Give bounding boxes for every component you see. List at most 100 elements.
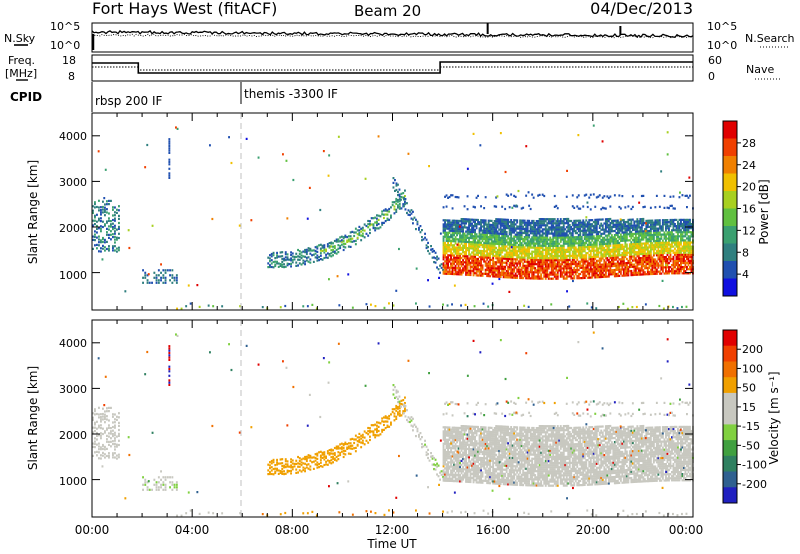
- heatmap-cell: [493, 224, 496, 227]
- heatmap-cell: [526, 248, 529, 251]
- heatmap-cell: [466, 236, 469, 239]
- heatmap-cell: [556, 248, 559, 252]
- heatmap-cell: [106, 428, 108, 431]
- heatmap-cell: [652, 264, 655, 267]
- heatmap-cell: [493, 250, 496, 253]
- heatmap-cell: [395, 184, 398, 187]
- heatmap-cell: [98, 445, 100, 448]
- heatmap-cell: [640, 250, 643, 253]
- heatmap-cell: [304, 248, 306, 252]
- heatmap-cell: [582, 242, 585, 245]
- heatmap-cell: [639, 252, 642, 256]
- heatmap-cell: [668, 229, 670, 232]
- heatmap-cell: [196, 284, 199, 287]
- heatmap-cell: [281, 258, 284, 261]
- heatmap-cell: [689, 245, 691, 248]
- heatmap-cell: [302, 259, 305, 262]
- heatmap-cell: [537, 265, 540, 268]
- heatmap-cell: [598, 243, 601, 246]
- heatmap-cell: [615, 233, 618, 237]
- heatmap-cell: [600, 228, 603, 231]
- heatmap-cell: [501, 261, 504, 264]
- heatmap-cell: [112, 245, 114, 248]
- heatmap-cell: [540, 220, 543, 223]
- heatmap-cell: [528, 260, 531, 263]
- heatmap-cell: [585, 258, 588, 261]
- heatmap-cell: [155, 281, 158, 284]
- heatmap-cell: [567, 265, 570, 268]
- heatmap-cell: [564, 265, 567, 268]
- heatmap-cell: [585, 256, 588, 259]
- heatmap-cell: [94, 446, 96, 449]
- heatmap-cell: [552, 238, 555, 241]
- heatmap-cell: [535, 224, 538, 227]
- heatmap-cell: [94, 410, 96, 413]
- heatmap-cell: [674, 243, 676, 246]
- heatmap-cell: [549, 277, 552, 280]
- heatmap-cell: [636, 255, 639, 258]
- heatmap-cell: [483, 237, 486, 240]
- heatmap-cell: [507, 225, 510, 228]
- heatmap-cell: [601, 267, 604, 270]
- heatmap-cell: [454, 266, 457, 270]
- heatmap-cell: [666, 251, 669, 254]
- heatmap-cell: [534, 261, 537, 264]
- heatmap-cell: [585, 268, 588, 271]
- heatmap-cell: [544, 236, 547, 239]
- heatmap-cell: [616, 260, 619, 263]
- heatmap-cell: [501, 245, 504, 248]
- heatmap-cell: [565, 236, 568, 239]
- heatmap-cell: [677, 229, 679, 232]
- heatmap-cell: [483, 223, 486, 226]
- heatmap-cell: [538, 222, 541, 225]
- heatmap-cell: [609, 224, 612, 227]
- heatmap-cell: [517, 266, 520, 269]
- heatmap-cell: [465, 259, 467, 262]
- heatmap-cell: [582, 225, 585, 228]
- heatmap-cell: [642, 258, 645, 262]
- heatmap-cell: [657, 229, 660, 232]
- heatmap-cell: [333, 246, 336, 250]
- heatmap-cell: [484, 229, 487, 232]
- heatmap-cell: [612, 236, 615, 239]
- heatmap-cell: [496, 248, 499, 252]
- heatmap-cell: [588, 237, 591, 240]
- heatmap-cell: [555, 259, 558, 262]
- heatmap-cell: [666, 223, 669, 226]
- heatmap-cell: [474, 253, 476, 256]
- heatmap-cell: [525, 238, 528, 241]
- heatmap-cell: [451, 252, 454, 255]
- heatmap-cell: [648, 258, 651, 261]
- heatmap-cell: [555, 269, 558, 272]
- heatmap-cell: [562, 244, 565, 247]
- heatmap-cell: [531, 193, 534, 196]
- heatmap-cell: [464, 303, 467, 306]
- heatmap-cell: [601, 247, 604, 250]
- heatmap-cell: [353, 240, 356, 243]
- heatmap-cell: [538, 259, 541, 262]
- heatmap-cell: [274, 264, 277, 268]
- heatmap-cell: [96, 224, 98, 228]
- heatmap-cell: [646, 219, 649, 222]
- heatmap-cell: [484, 223, 487, 226]
- heatmap-cell: [100, 420, 102, 423]
- heatmap-cell: [442, 231, 445, 234]
- heatmap-cell: [112, 233, 114, 236]
- heatmap-cell: [531, 221, 534, 225]
- heatmap-cell: [484, 233, 487, 236]
- heatmap-cell: [690, 257, 693, 260]
- heatmap-cell: [112, 214, 114, 217]
- heatmap-cell: [295, 252, 298, 255]
- heatmap-cell: [654, 229, 657, 232]
- heatmap-cell: [613, 194, 616, 197]
- heatmap-cell: [690, 268, 693, 271]
- heatmap-cell: [640, 222, 643, 225]
- heatmap-cell: [469, 269, 472, 272]
- heatmap-cell: [531, 246, 534, 249]
- heatmap-cell: [642, 263, 645, 266]
- heatmap-cell: [110, 199, 112, 202]
- heatmap-cell: [451, 229, 454, 232]
- heatmap-cell: [106, 208, 108, 211]
- heatmap-cell: [607, 263, 610, 266]
- heatmap-cell: [118, 205, 120, 208]
